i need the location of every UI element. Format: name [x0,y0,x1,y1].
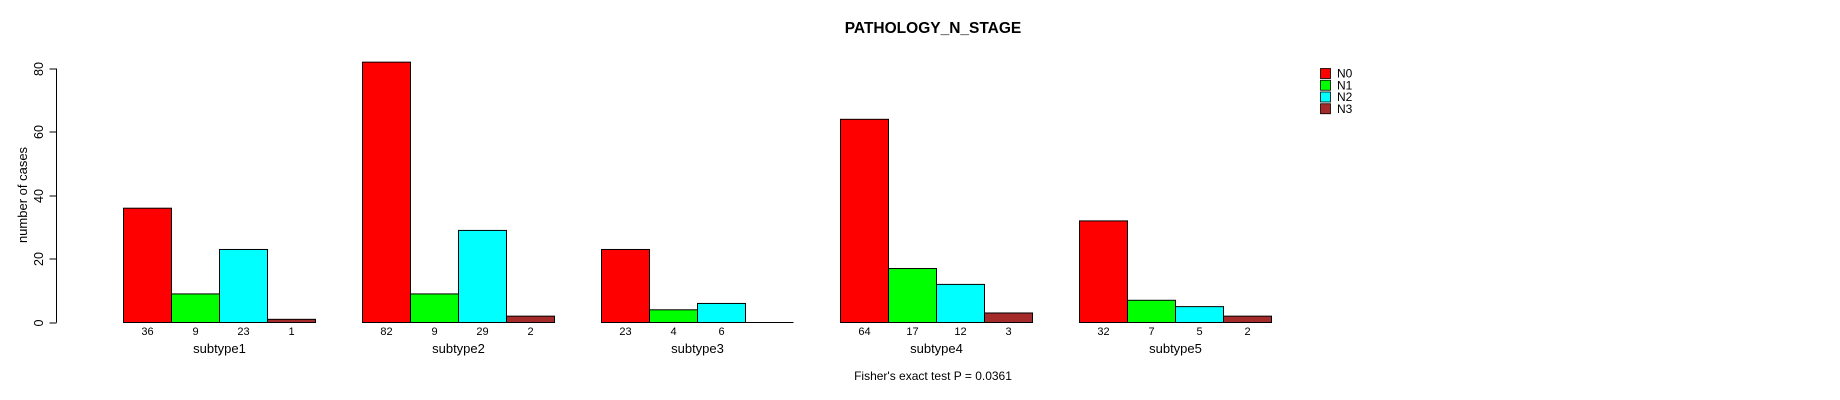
bar-group-subtype2: 82 9 29 2 subtype2 [362,61,555,356]
bar-group-subtype5: 32 7 5 2 subtype5 [1079,220,1272,356]
pvalue-annotation: Fisher's exact test P = 0.0361 [854,369,1012,383]
bar-N2-subtype1 [219,248,268,324]
legend-item-N2: N2 [1320,90,1353,104]
legend-label: N0 [1337,67,1353,81]
bar-value-label: 17 [906,326,918,338]
bar-group-subtype3: 23 4 6 subtype3 [601,248,794,356]
bar-value-label: 7 [1148,326,1154,338]
bar-N2-subtype2 [458,229,507,323]
legend-item-N3: N3 [1320,102,1353,116]
bar-N3-subtype5 [1223,315,1272,323]
legend-swatch-N1 [1320,79,1331,91]
bar-value-label: 64 [858,326,870,338]
bar-N3-subtype4 [984,312,1033,324]
bar-value-label: 23 [237,326,249,338]
bar-N3-subtype1 [267,318,316,324]
legend-swatch-N3 [1320,103,1331,115]
bar-value-label: 9 [431,326,437,338]
bar-group-subtype4: 64 17 12 3 subtype4 [840,118,1033,356]
y-axis-tick-label: 40 [32,189,46,203]
bar-value-label: 29 [476,326,488,338]
bar-value-label: 2 [1244,326,1250,338]
legend-item-N1: N1 [1320,78,1353,92]
category-label: subtype2 [432,341,485,356]
bar-value-label: 36 [141,326,153,338]
bar-N1-subtype4 [888,268,937,323]
y-axis: 0 20 40 60 80 [32,62,57,326]
bar-N2-subtype5 [1175,306,1224,323]
bar-N3-subtype2 [506,315,555,323]
legend-label: N2 [1337,90,1353,104]
bar-N0-subtype5 [1079,220,1128,323]
bar-N2-subtype3 [697,302,746,324]
bar-N0-subtype2 [362,61,411,324]
y-axis-tick-label: 60 [32,125,46,139]
y-axis-tick-label: 0 [32,319,46,326]
bar-N1-subtype3 [649,309,698,323]
bar-value-label: 6 [718,326,724,338]
category-label: subtype1 [193,341,246,356]
bar-N1-subtype1 [171,293,220,323]
bar-N0-subtype1 [123,207,172,323]
bar-N0-subtype4 [840,118,889,323]
bar-N2-subtype4 [936,283,985,323]
bar-value-label: 5 [1196,326,1202,338]
category-label: subtype4 [910,341,963,356]
bar-value-label: 4 [670,326,676,338]
category-label: subtype3 [671,341,724,356]
legend-item-N0: N0 [1320,67,1353,81]
bar-N0-subtype3 [601,248,650,324]
bar-N1-subtype5 [1127,299,1176,323]
bar-value-label: 82 [380,326,392,338]
bar-value-label: 9 [192,326,198,338]
bar-value-label: 23 [619,326,631,338]
category-label: subtype5 [1149,341,1202,356]
legend-label: N1 [1337,78,1353,92]
y-axis-tick-label: 80 [32,62,46,76]
bar-value-label: 32 [1097,326,1109,338]
bar-N1-subtype2 [410,293,459,323]
legend-swatch-N2 [1320,91,1331,103]
legend-label: N3 [1337,102,1353,116]
bar-value-label: 3 [1005,326,1011,338]
chart-title: PATHOLOGY_N_STAGE [845,20,1022,37]
bar-value-label: 12 [954,326,966,338]
y-axis-tick-label: 20 [32,252,46,266]
y-axis-title: number of cases [15,146,30,243]
bar-value-label: 1 [288,326,294,338]
legend-swatch-N0 [1320,68,1331,79]
bar-group-subtype1: 36 9 23 1 subtype1 [123,207,316,356]
bar-value-label: 2 [527,326,533,338]
